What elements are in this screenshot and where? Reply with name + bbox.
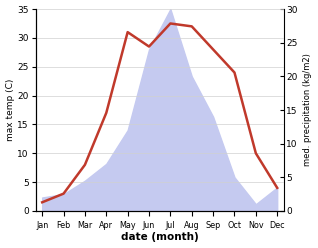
- Y-axis label: med. precipitation (kg/m2): med. precipitation (kg/m2): [303, 54, 313, 166]
- X-axis label: date (month): date (month): [121, 232, 198, 243]
- Y-axis label: max temp (C): max temp (C): [5, 79, 15, 141]
